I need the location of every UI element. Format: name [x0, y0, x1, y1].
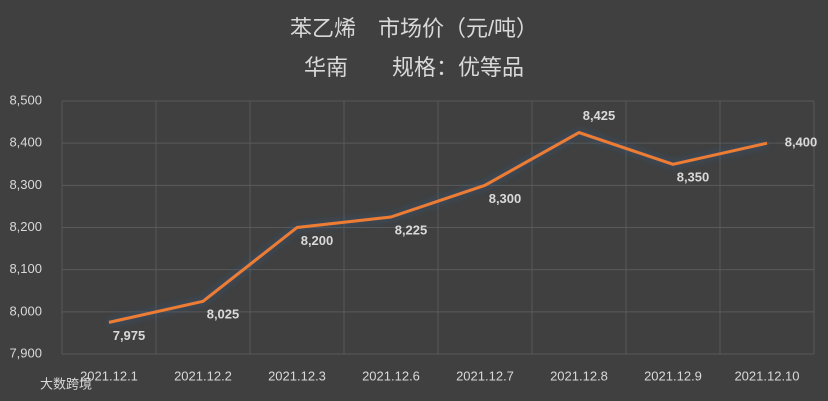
watermark: 大数跨境	[40, 376, 92, 391]
x-tick-label: 2021.12.2	[174, 368, 232, 383]
y-tick-label: 8,100	[9, 261, 42, 276]
x-tick-label: 2021.12.8	[550, 368, 608, 383]
y-tick-label: 8,500	[9, 92, 42, 107]
x-tick-label: 2021.12.1	[80, 368, 138, 383]
data-label: 7,975	[113, 328, 146, 343]
data-label: 8,425	[583, 108, 616, 123]
chart-title: 苯乙烯 市场价（元/吨）	[290, 16, 538, 41]
data-label: 8,225	[395, 222, 428, 237]
data-label: 8,300	[489, 191, 522, 206]
y-tick-label: 7,900	[9, 345, 42, 360]
x-tick-label: 2021.12.6	[362, 368, 420, 383]
y-tick-label: 8,300	[9, 177, 42, 192]
data-label: 8,400	[785, 135, 818, 150]
x-tick-label: 2021.12.7	[456, 368, 514, 383]
y-tick-label: 8,000	[9, 303, 42, 318]
data-label: 8,350	[677, 170, 710, 185]
x-tick-label: 2021.12.3	[268, 368, 326, 383]
x-tick-label: 2021.12.9	[644, 368, 702, 383]
data-label: 8,025	[207, 307, 240, 322]
x-tick-label: 2021.12.10	[734, 368, 799, 383]
line-series	[108, 131, 768, 324]
data-label: 8,200	[301, 233, 334, 248]
y-tick-label: 8,400	[9, 135, 42, 150]
y-tick-label: 8,200	[9, 219, 42, 234]
chart-subtitle: 华南 规格：优等品	[304, 55, 524, 80]
